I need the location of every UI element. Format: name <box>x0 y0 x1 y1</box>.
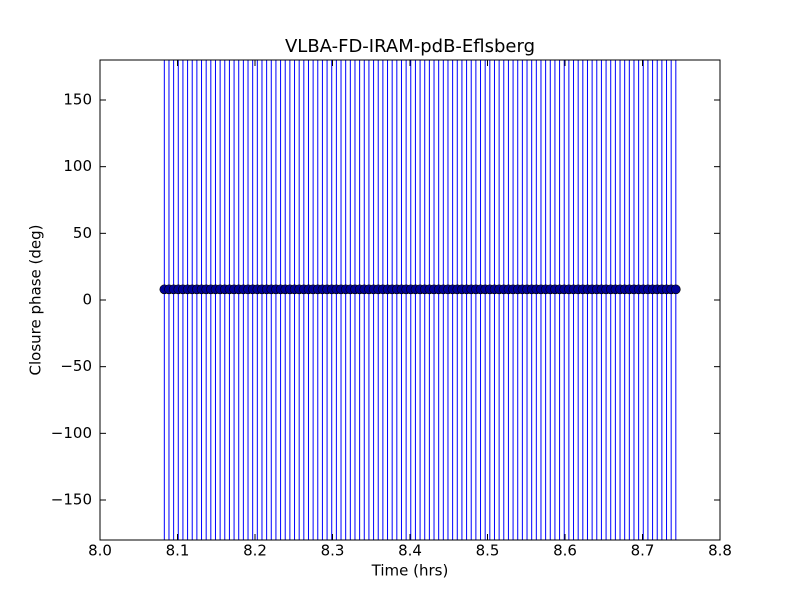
x-tick-label: 8.0 <box>88 542 112 560</box>
data-point <box>671 284 681 295</box>
y-tick-label: 100 <box>63 157 92 175</box>
x-tick-label: 8.4 <box>398 542 422 560</box>
y-tick-label: −150 <box>51 491 92 509</box>
x-tick-label: 8.6 <box>553 542 577 560</box>
x-tick-label: 8.3 <box>321 542 345 560</box>
chart-title: VLBA-FD-IRAM-pdB-Eflsberg <box>285 36 535 57</box>
x-tick-label: 8.1 <box>166 542 190 560</box>
y-tick-label: 50 <box>73 224 92 242</box>
y-tick-label: 150 <box>63 91 92 109</box>
plot-area <box>159 60 681 540</box>
y-tick-label: −50 <box>60 357 92 375</box>
x-tick-label: 8.7 <box>631 542 655 560</box>
y-axis-label: Closure phase (deg) <box>27 225 45 376</box>
y-tick-label: −100 <box>51 424 92 442</box>
y-tick-label: 0 <box>82 291 92 309</box>
x-tick-label: 8.8 <box>708 542 732 560</box>
x-tick-label: 8.5 <box>476 542 500 560</box>
x-axis-label: Time (hrs) <box>371 562 449 580</box>
x-tick-label: 8.2 <box>243 542 267 560</box>
